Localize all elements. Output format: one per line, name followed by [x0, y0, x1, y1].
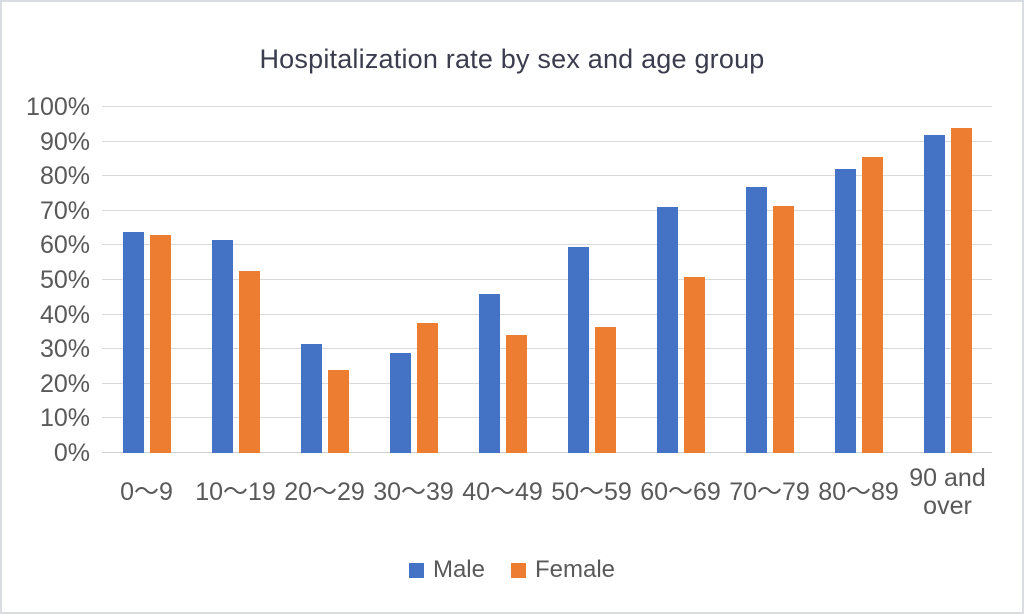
legend-item-male: Male — [408, 556, 485, 584]
bar-female-0 — [149, 235, 171, 453]
legend-swatch-female — [511, 562, 526, 578]
gridline-100 — [102, 106, 992, 107]
legend-swatch-male — [408, 562, 424, 578]
legend-label-male: Male — [432, 556, 485, 583]
gridline-60 — [102, 244, 992, 246]
legend: Male Female — [2, 556, 1022, 584]
y-tick-label-50: 50% — [39, 266, 90, 294]
y-tick-label-0: 0% — [53, 439, 90, 467]
bar-male-5 — [567, 247, 589, 453]
bar-female-8 — [861, 157, 883, 453]
bar-female-4 — [505, 335, 527, 453]
x-category-label-3: 30〜39 — [373, 478, 454, 506]
y-tick-label-10: 10% — [39, 404, 90, 433]
x-category-label-4: 40〜49 — [462, 478, 543, 506]
gridline-20 — [102, 382, 992, 384]
x-category-label-8: 80〜89 — [818, 478, 899, 506]
bar-male-2 — [300, 344, 322, 453]
y-tick-label-40: 40% — [39, 300, 90, 329]
chart-title: Hospitalization rate by sex and age grou… — [259, 44, 765, 74]
y-tick-label-80: 80% — [39, 162, 90, 191]
legend-item-female: Female — [511, 556, 615, 584]
bar-male-1 — [211, 240, 233, 453]
gridline-30 — [102, 348, 992, 350]
y-tick-label-30: 30% — [39, 335, 90, 364]
x-category-label-9: 90 and over — [909, 464, 986, 520]
bar-male-7 — [745, 186, 767, 453]
gridline-70 — [102, 209, 992, 211]
plot-area — [102, 106, 992, 453]
bar-female-9 — [950, 127, 972, 453]
bar-female-5 — [594, 326, 616, 453]
x-category-label-2: 20〜29 — [284, 478, 365, 506]
y-tick-label-100: 100% — [26, 93, 90, 121]
gridline-50 — [102, 279, 992, 280]
bar-female-1 — [238, 271, 260, 453]
bar-male-0 — [122, 231, 144, 453]
x-category-label-1: 10〜19 — [195, 478, 276, 506]
x-category-label-5: 50〜59 — [551, 478, 632, 506]
legend-label-female: Female — [535, 556, 616, 583]
x-category-label-6: 60〜69 — [640, 478, 721, 506]
y-tick-label-20: 20% — [39, 369, 90, 398]
y-tick-label-60: 60% — [39, 231, 90, 260]
gridline-80 — [102, 175, 992, 177]
x-category-label-0: 0〜9 — [120, 478, 173, 506]
bar-female-7 — [772, 205, 794, 453]
bar-male-8 — [834, 169, 856, 453]
x-category-label-7: 70〜79 — [729, 478, 810, 506]
gridline-90 — [102, 140, 992, 142]
bar-male-6 — [656, 207, 678, 453]
gridline-40 — [102, 313, 992, 315]
bar-male-9 — [923, 134, 945, 453]
y-tick-label-70: 70% — [39, 196, 90, 225]
bar-female-6 — [683, 276, 705, 453]
bar-male-4 — [478, 293, 500, 453]
x-axis-line — [102, 452, 992, 453]
bar-male-3 — [389, 352, 411, 453]
y-tick-label-90: 90% — [39, 127, 90, 156]
bar-female-3 — [416, 323, 438, 453]
gridline-10 — [102, 417, 992, 419]
bar-female-2 — [327, 369, 349, 453]
